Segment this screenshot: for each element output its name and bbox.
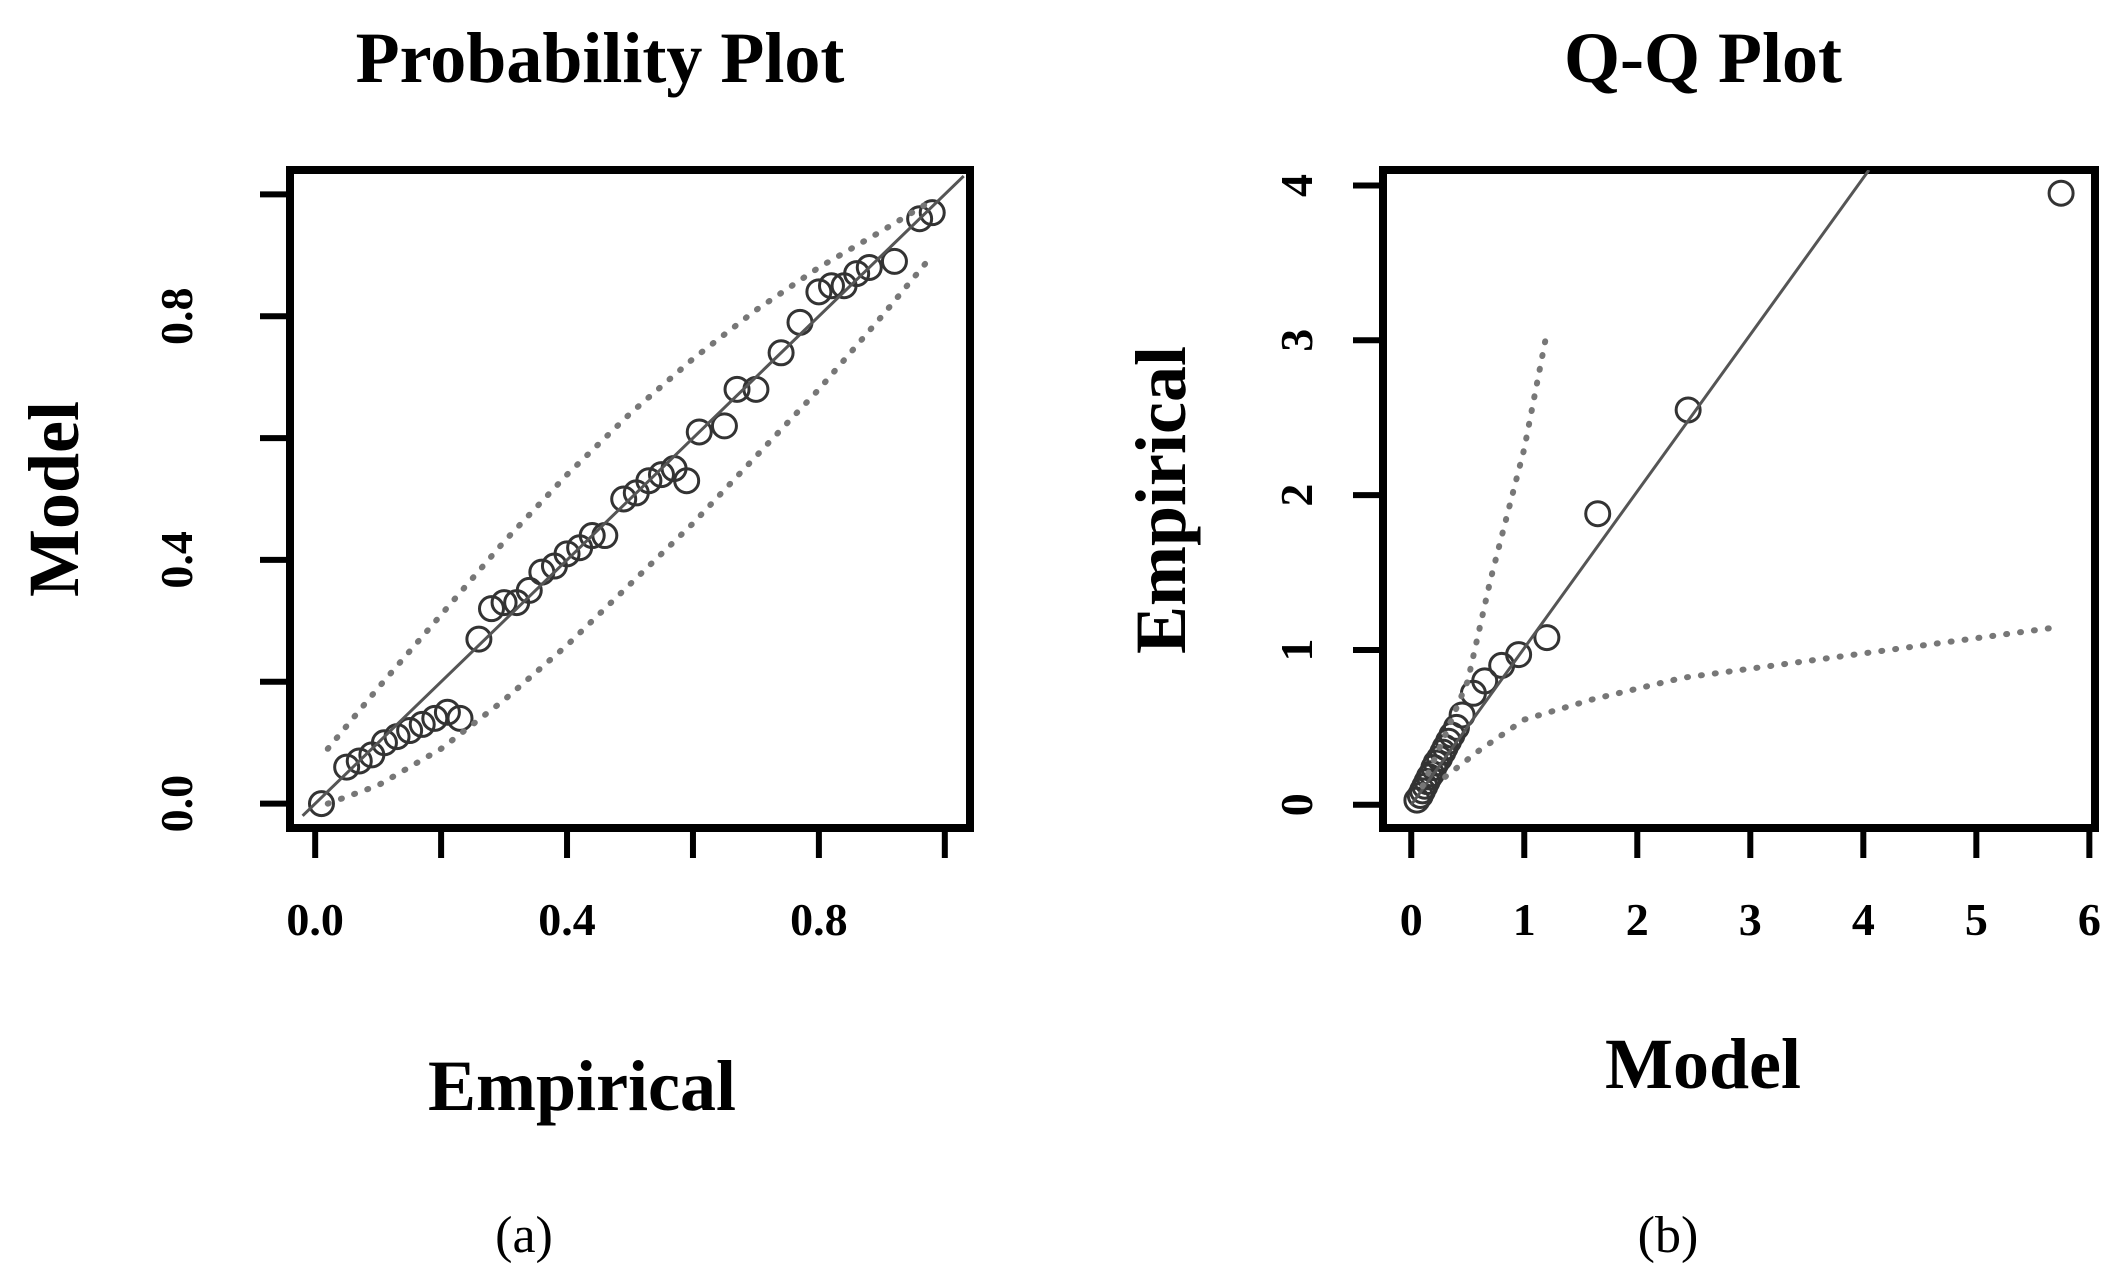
panel-a-data-point	[433, 698, 461, 726]
panel-a-data-point	[515, 576, 543, 604]
panel-a-y-tick-label: 0.8	[151, 287, 202, 345]
panel-a-data-point	[855, 253, 883, 281]
panel-a-confidence-band-3	[324, 252, 936, 807]
panel-a-reference-line	[301, 175, 965, 817]
panel-a-data-point	[673, 467, 701, 495]
panel-b-y-tick-label: 4	[1271, 174, 1322, 197]
panel-b-y-tick-label: 3	[1271, 329, 1322, 352]
panel-a-x-axis: 0.0 0.4 0.8	[286, 832, 948, 945]
panel-a-plot-frame	[286, 166, 974, 832]
panel-a-x-tick-label: 0.8	[790, 894, 848, 945]
panel-b-plot-frame	[1379, 166, 2099, 832]
panel-b-y-tick-label: 2	[1271, 484, 1322, 507]
panel-a: Probability Plot 0.0 0.4 0.8 0.0 0.4 0.8 Emp…	[14, 18, 974, 1264]
panel-a-confidence-band-2	[324, 197, 936, 752]
panel-a-data-point	[333, 753, 361, 781]
panel-a-data-point	[490, 589, 518, 617]
panel-b-x-tick-label: 6	[2078, 894, 2101, 945]
panel-b-data-point	[1584, 500, 1612, 528]
panel-a-x-tick-label: 0.4	[538, 894, 596, 945]
panel-a-y-tick-label: 0.0	[151, 775, 202, 833]
panel-a-data-point	[685, 418, 713, 446]
panel-b-x-tick-label: 5	[1965, 894, 1988, 945]
panel-b-title: Q-Q Plot	[1564, 18, 1842, 98]
panel-b-confidence-band-3	[1442, 623, 2065, 780]
panel-b-y-tick-label: 0	[1271, 793, 1322, 816]
panel-a-data-point	[635, 467, 663, 495]
panel-a-data-point	[710, 412, 738, 440]
panel-b-x-axis: 0 1 2 3 4 5 6	[1400, 832, 2101, 945]
panel-b-x-tick-label: 3	[1739, 894, 1762, 945]
panel-a-data-point	[843, 260, 871, 288]
panel-b-data-point	[1533, 624, 1561, 652]
panel-a-data-point	[370, 729, 398, 757]
panel-a-data-point	[723, 375, 751, 403]
panel-b-x-tick-label: 0	[1400, 894, 1423, 945]
panel-a-data-point	[906, 205, 934, 233]
panel-a-data-point	[880, 247, 908, 275]
panel-a-x-axis-label: Empirical	[428, 1046, 736, 1126]
panel-b-x-tick-label: 2	[1626, 894, 1649, 945]
panel-a-y-tick-label: 0.4	[151, 531, 202, 589]
panel-a-caption: (a)	[495, 1207, 553, 1264]
panel-a-data-point	[465, 625, 493, 653]
panel-b-y-tick-label: 1	[1271, 638, 1322, 661]
panel-a-data-point	[446, 704, 474, 732]
panel-b-x-axis-label: Model	[1605, 1024, 1801, 1104]
panel-b-plot-area	[1403, 170, 2075, 814]
panel-a-data-point	[396, 717, 424, 745]
panel-a-data-point	[647, 461, 675, 489]
panel-b-data-point	[1448, 701, 1476, 729]
panel-b-reference-line	[1410, 170, 1871, 806]
panel-a-data-point	[553, 540, 581, 568]
panel-a-x-tick-label: 0.0	[286, 894, 344, 945]
panel-a-marks	[301, 175, 965, 818]
panel-a-data-point	[767, 339, 795, 367]
panel-a-data-point	[477, 595, 505, 623]
panel-a-data-point	[742, 375, 770, 403]
panel-a-data-point	[307, 790, 335, 818]
panel-b-marks	[1403, 170, 2075, 814]
panel-a-y-axis-label: Model	[14, 401, 94, 597]
panel-a-data-point	[408, 710, 436, 738]
panel-b-x-tick-label: 1	[1513, 894, 1536, 945]
panel-a-plot-area	[301, 175, 965, 818]
panel-a-data-point	[918, 199, 946, 227]
panel-b-confidence-band-2	[1419, 329, 1550, 790]
panel-b-y-axis-label: Empirical	[1121, 346, 1201, 654]
panel-a-y-axis: 0.0 0.4 0.8	[151, 191, 286, 833]
panel-b-x-tick-label: 4	[1852, 894, 1875, 945]
panel-b-y-axis: 0 1 2 3 4	[1271, 174, 1379, 816]
panel-a-data-point	[345, 747, 373, 775]
panel-a-data-point	[578, 522, 606, 550]
panel-b-data-point	[2047, 179, 2075, 207]
panel-b: Q-Q Plot 0 1 2 3 4 5 6 0 1 2 3 4 Model Empirical (…	[1121, 18, 2101, 1264]
panel-a-title: Probability Plot	[356, 18, 845, 98]
panel-a-data-point	[817, 272, 845, 300]
panel-b-data-point	[1471, 667, 1499, 695]
panel-a-data-point	[805, 278, 833, 306]
panel-b-caption: (b)	[1638, 1207, 1699, 1264]
panel-b-data-point	[1505, 641, 1533, 669]
panel-a-data-point	[786, 308, 814, 336]
panel-a-data-point	[610, 485, 638, 513]
